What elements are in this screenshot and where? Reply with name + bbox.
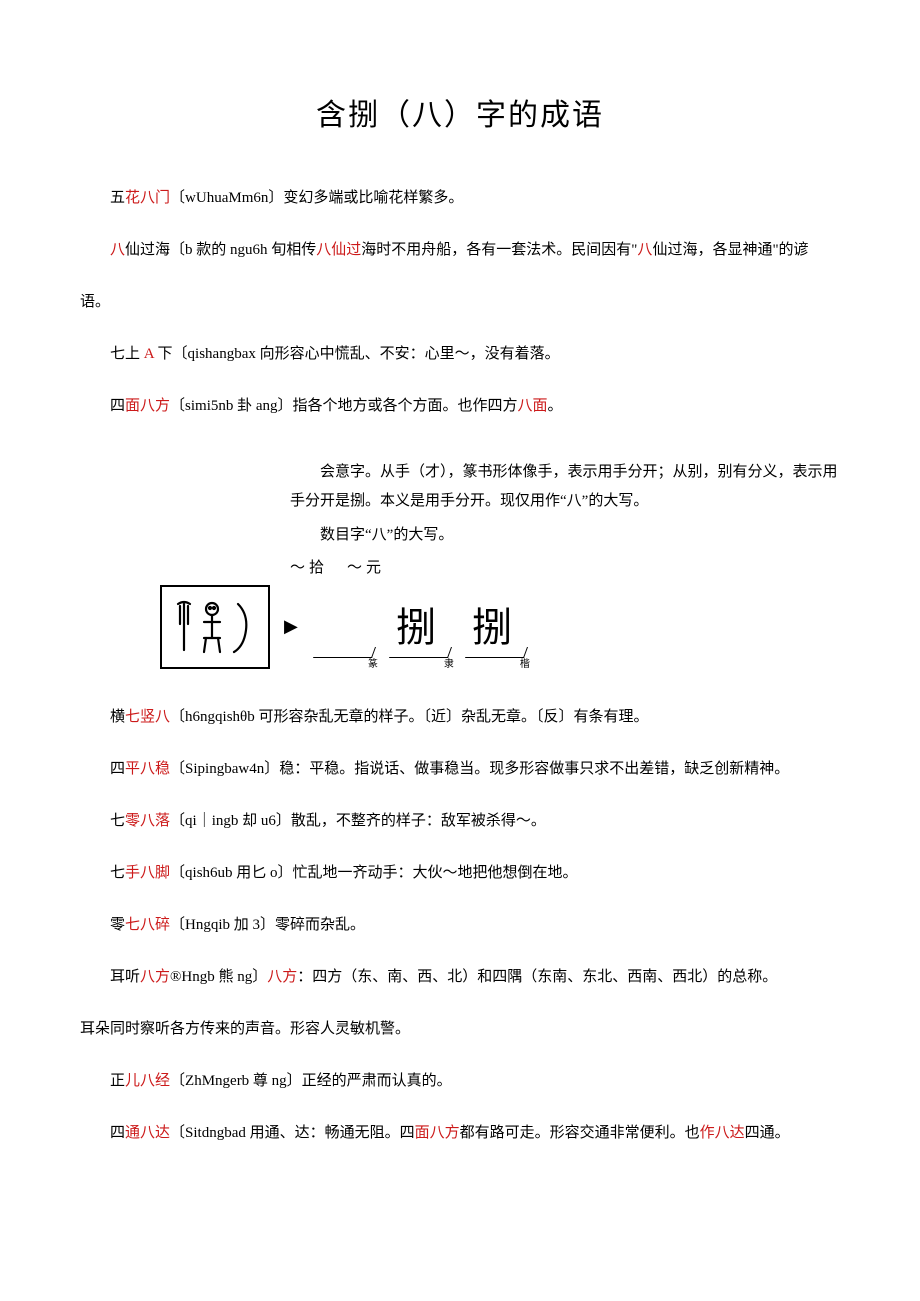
glyph-wrap: 𢩿 篆 (312, 596, 374, 658)
text-red: 花八门 (125, 190, 170, 206)
idiom-entry: 耳听八方®Hngb 熊 ng〕八方：四方（东、南、西、北）和四隅（东南、东北、西… (80, 959, 840, 995)
text: 〔Hngqib 加 3〕零碎而杂乱。 (170, 917, 365, 933)
text: 〔qi｜ingb 却 u6〕散乱，不整齐的样子：敌军被杀得～。 (170, 813, 546, 829)
etymology-line: 数目字“八”的大写。 (290, 521, 840, 550)
text-red: 面八方 (125, 398, 170, 414)
idiom-entry: 七零八落〔qi｜ingb 却 u6〕散乱，不整齐的样子：敌军被杀得～。 (80, 803, 840, 839)
text-red: 八 (637, 242, 652, 258)
text-red: A (144, 346, 154, 362)
text-red: 八 (110, 242, 125, 258)
idiom-entry: 四通八达〔Sitdngbad 用通、达：畅通无阻。四面八方都有路可走。形容交通非… (80, 1115, 840, 1151)
glyph-sub: 隶 (444, 655, 454, 670)
text: 〔h6ngqishθb 可形容杂乱无章的样子。〔近〕杂乱无章。〔反〕有条有理。 (170, 709, 648, 725)
text: 海时不用舟船，各有一套法术。民间因有" (361, 242, 637, 258)
glyph-sub: 篆 (368, 655, 378, 670)
text: ®Hngb 熊 ng〕 (170, 969, 267, 985)
text-red: 八仙过 (316, 242, 361, 258)
idiom-entry: 四平八稳〔Sipingbaw4n〕稳：平稳。指说话、做事稳当。现多形容做事只求不… (80, 751, 840, 787)
text: 横 (110, 709, 125, 725)
idiom-entry: 正儿八经〔ZhMngerb 尊 ng〕正经的严肃而认真的。 (80, 1063, 840, 1099)
text-red: 平八稳 (125, 761, 170, 777)
text: ：四方（东、南、西、北）和四隅（东南、东北、西南、西北）的总称。 (297, 969, 777, 985)
idiom-entry: 横七竖八〔h6ngqishθb 可形容杂乱无章的样子。〔近〕杂乱无章。〔反〕有条… (80, 699, 840, 735)
text: 七上 (110, 346, 144, 362)
text: 〔simi5nb 卦 ang〕指各个地方或各个方面。也作四方 (170, 398, 518, 414)
idiom-entry: 四面八方〔simi5nb 卦 ang〕指各个地方或各个方面。也作四方八面。 (80, 388, 840, 424)
glyph-wrap: 捌 隶 (388, 596, 450, 658)
page-title: 含捌（八）字的成语 (80, 90, 840, 134)
text: 七 (110, 813, 125, 829)
text: 七 (110, 865, 125, 881)
text-red: 作八达 (700, 1125, 745, 1141)
text: 四 (110, 1125, 125, 1141)
etymology-block: 会意字。从手（才），篆书形体像手，表示用手分开；从别，别有分义，表示用手分开是捌… (80, 458, 840, 669)
idiom-entry: 五花八门〔wUhuaMm6n〕变幻多端或比喻花样繁多。 (80, 180, 840, 216)
text-red: 七八碎 (125, 917, 170, 933)
ancient-glyph-frame (160, 585, 270, 669)
continuation: 语。 (80, 284, 840, 320)
text: 四通。 (745, 1125, 790, 1141)
text: 。 (548, 398, 563, 414)
text: 〔Sitdngbad 用通、达：畅通无阻。四 (170, 1125, 415, 1141)
glyph-char: 捌 (388, 596, 444, 652)
text: 〔ZhMngerb 尊 ng〕正经的严肃而认真的。 (170, 1073, 452, 1089)
idiom-entry: 七上 A 下〔qishangbax 向形容心中慌乱、不安：心里～，没有着落。 (80, 336, 840, 372)
text: 五 (110, 190, 125, 206)
text-red: 手八脚 (125, 865, 170, 881)
idiom-entry: 八仙过海〔b 款的 ngu6h 旬相传八仙过海时不用舟船，各有一套法术。民间因有… (80, 232, 840, 268)
text: 耳听 (110, 969, 140, 985)
text-red: 零八落 (125, 813, 170, 829)
text: 〔qish6ub 用匕 o〕忙乱地一齐动手：大伙～地把他想倒在地。 (170, 865, 578, 881)
text: 仙过海，各显神通"的谚 (652, 242, 808, 258)
text-red: 通八达 (125, 1125, 170, 1141)
arrow-icon: ▶ (284, 616, 298, 637)
continuation: 耳朵同时察听各方传来的声音。形容人灵敏机警。 (80, 1011, 840, 1047)
text: 零 (110, 917, 125, 933)
text-red: 七竖八 (125, 709, 170, 725)
text: 下〔qishangbax 向形容心中慌乱、不安：心里～，没有着落。 (154, 346, 560, 362)
etymology-line: 会意字。从手（才），篆书形体像手，表示用手分开；从别，别有分义，表示用手分开是捌… (290, 458, 840, 515)
text-red: 八面 (518, 398, 548, 414)
text: 〔Sipingbaw4n〕稳：平稳。指说话、做事稳当。现多形容做事只求不出差错，… (170, 761, 789, 777)
text: 仙过海〔b 款的 ngu6h 旬相传 (125, 242, 316, 258)
text-red: 面八方 (415, 1125, 460, 1141)
idiom-entry: 七手八脚〔qish6ub 用匕 o〕忙乱地一齐动手：大伙～地把他想倒在地。 (80, 855, 840, 891)
glyph-char: 𢩿 (312, 596, 368, 652)
etymology-examples: ～拾 ～元 (290, 556, 840, 577)
text: 正 (110, 1073, 125, 1089)
document-page: 含捌（八）字的成语 五花八门〔wUhuaMm6n〕变幻多端或比喻花样繁多。 八仙… (0, 0, 920, 1227)
text: 四 (110, 398, 125, 414)
text: 都有路可走。形容交通非常便利。也 (460, 1125, 700, 1141)
glyph-char: 捌 (464, 596, 520, 652)
glyph-wrap: 捌 楷 (464, 596, 526, 658)
idiom-entry: 零七八碎〔Hngqib 加 3〕零碎而杂乱。 (80, 907, 840, 943)
entries-list: 横七竖八〔h6ngqishθb 可形容杂乱无章的样子。〔近〕杂乱无章。〔反〕有条… (80, 699, 840, 995)
entries-list: 正儿八经〔ZhMngerb 尊 ng〕正经的严肃而认真的。四通八达〔Sitdng… (80, 1063, 840, 1151)
text-red: 儿八经 (125, 1073, 170, 1089)
glyph-row: ▶ 𢩿 篆 捌 隶 捌 楷 (160, 585, 840, 669)
text-red: 八方 (267, 969, 297, 985)
text: 四 (110, 761, 125, 777)
glyph-sub: 楷 (520, 655, 530, 670)
text: 〔wUhuaMm6n〕变幻多端或比喻花样繁多。 (170, 190, 463, 206)
text-red: 八方 (140, 969, 170, 985)
ancient-glyph-icon (170, 594, 260, 660)
